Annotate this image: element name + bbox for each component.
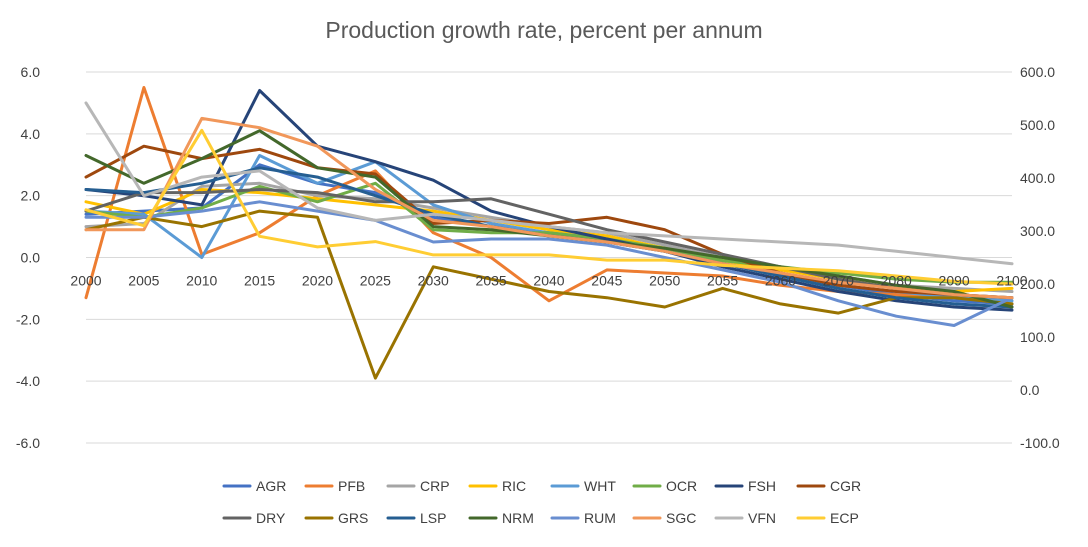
series-line-ecp <box>84 128 1014 286</box>
left-y-tick-label: 6.0 <box>21 64 41 80</box>
x-tick-label: 2020 <box>302 273 333 289</box>
x-tick-label: 2045 <box>591 273 622 289</box>
legend-label: DRY <box>256 510 286 526</box>
legend-item-rum: RUM <box>550 510 616 526</box>
x-tick-label: 2040 <box>533 273 564 289</box>
legend-item-wht: WHT <box>550 478 616 494</box>
legend-label: AGR <box>256 478 286 494</box>
legend-label: CGR <box>830 478 861 494</box>
left-y-tick-label: -6.0 <box>16 435 40 451</box>
right-y-tick-label: 500.0 <box>1020 117 1055 133</box>
series-line-pfb <box>84 86 1014 303</box>
x-tick-label: 2015 <box>244 273 275 289</box>
right-y-tick-label: 300.0 <box>1020 223 1055 239</box>
legend-label: SGC <box>666 510 696 526</box>
legend-label: FSH <box>748 478 776 494</box>
x-tick-label: 2005 <box>128 273 159 289</box>
series-line-sgc <box>84 116 1014 300</box>
series-line-rum <box>84 200 1014 327</box>
legend-label: GRS <box>338 510 368 526</box>
x-tick-label: 2080 <box>881 273 912 289</box>
legend-item-cgr: CGR <box>796 478 861 494</box>
legend-label: OCR <box>666 478 697 494</box>
series-line-cgr <box>84 144 1014 300</box>
legend-item-crp: CRP <box>386 478 450 494</box>
series-line-vfn <box>84 101 1014 266</box>
legend-item-lsp: LSP <box>386 510 446 526</box>
gridlines <box>86 71 1012 444</box>
legend-item-grs: GRS <box>304 510 368 526</box>
legend-label: RUM <box>584 510 616 526</box>
legend-item-agr: AGR <box>222 478 286 494</box>
left-y-axis: 6.0 4.0 2.0 0.0 -2.0 -4.0 -6.0 <box>16 64 40 451</box>
legend-item-vfn: VFN <box>714 510 776 526</box>
right-y-tick-label: 600.0 <box>1020 64 1055 80</box>
x-tick-label: 2070 <box>823 273 854 289</box>
legend-label: WHT <box>584 478 616 494</box>
series-lines <box>84 86 1014 380</box>
legend-item-ric: RIC <box>468 478 526 494</box>
x-tick-label: 2000 <box>70 273 101 289</box>
left-y-tick-label: -4.0 <box>16 373 40 389</box>
legend-item-pfb: PFB <box>304 478 365 494</box>
legend-label: RIC <box>502 478 526 494</box>
legend-label: ECP <box>830 510 859 526</box>
right-y-tick-label: 200.0 <box>1020 276 1055 292</box>
right-y-tick-label: 100.0 <box>1020 329 1055 345</box>
right-y-axis: 600.0 500.0 400.0 300.0 200.0 100.0 0.0 -100.0 <box>1020 64 1060 451</box>
x-tick-label: 2025 <box>360 273 391 289</box>
left-y-tick-label: 2.0 <box>21 188 41 204</box>
legend-label: CRP <box>420 478 450 494</box>
legend-label: NRM <box>502 510 534 526</box>
legend-item-ecp: ECP <box>796 510 859 526</box>
x-tick-label: 2010 <box>186 273 217 289</box>
right-y-tick-label: -100.0 <box>1020 435 1060 451</box>
legend: AGR PFB CRP RIC WHT OCR FSH CGR DRY GRS LSP NRM RUM S… <box>222 478 861 526</box>
chart-title: Production growth rate, percent per annu… <box>325 17 762 43</box>
x-tick-label: 2035 <box>476 273 507 289</box>
x-tick-label: 2090 <box>939 273 970 289</box>
series-line-grs <box>84 209 1014 380</box>
legend-item-nrm: NRM <box>468 510 534 526</box>
x-axis: 2000 2005 2010 2015 2020 2025 2030 2035 2040 2045… <box>70 273 1027 289</box>
left-y-tick-label: 4.0 <box>21 126 41 142</box>
legend-item-ocr: OCR <box>632 478 697 494</box>
legend-item-fsh: FSH <box>714 478 776 494</box>
left-y-tick-label: 0.0 <box>21 250 41 266</box>
series-line-dry <box>84 188 1014 300</box>
x-tick-label: 2100 <box>996 273 1027 289</box>
series-line-ocr <box>84 181 1014 284</box>
left-y-tick-label: -2.0 <box>16 311 40 327</box>
x-tick-label: 2055 <box>707 273 738 289</box>
x-tick-label: 2060 <box>765 273 796 289</box>
legend-item-sgc: SGC <box>632 510 696 526</box>
x-tick-label: 2030 <box>418 273 449 289</box>
legend-item-dry: DRY <box>222 510 286 526</box>
legend-label: PFB <box>338 478 365 494</box>
legend-label: LSP <box>420 510 446 526</box>
right-y-tick-label: 400.0 <box>1020 170 1055 186</box>
x-tick-label: 2050 <box>649 273 680 289</box>
right-y-tick-label: 0.0 <box>1020 382 1040 398</box>
legend-label: VFN <box>748 510 776 526</box>
